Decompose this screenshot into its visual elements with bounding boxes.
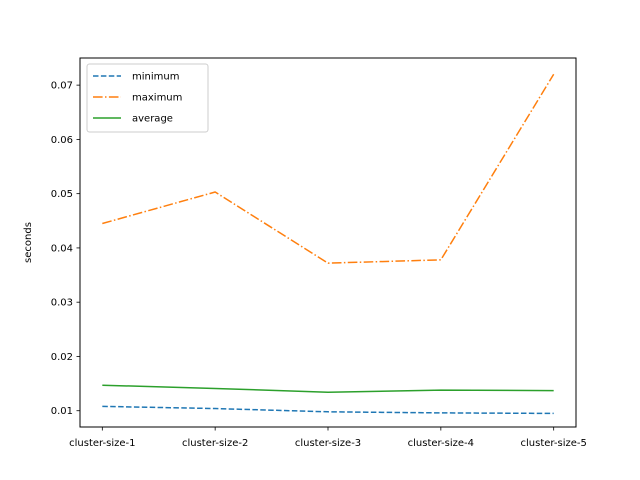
y-tick-label: 0.05: [51, 189, 73, 200]
y-axis-label: seconds: [23, 222, 34, 263]
legend: minimum maximum average: [86, 63, 209, 133]
series-line-maximum: [102, 73, 555, 264]
legend-box: [86, 63, 209, 133]
y-tick-label: 0.04: [51, 243, 73, 254]
x-tick-label: cluster-size-2: [182, 438, 248, 449]
legend-label-average: average: [132, 114, 173, 125]
legend-label-maximum: maximum: [132, 93, 182, 104]
y-tick-label: 0.02: [51, 352, 73, 363]
series-line-average: [102, 384, 554, 394]
legend-label-minimum: minimum: [132, 72, 179, 83]
y-tick-label: 0.07: [51, 81, 73, 92]
y-tick-label: 0.01: [51, 406, 73, 417]
y-tick-label: 0.03: [51, 298, 73, 309]
x-tick-label: cluster-size-5: [521, 438, 587, 449]
y-tick-label: 0.06: [51, 135, 73, 146]
x-tick-label: cluster-size-1: [69, 438, 135, 449]
x-tick-label: cluster-size-4: [408, 438, 474, 449]
x-tick-label: cluster-size-3: [295, 438, 361, 449]
series-line-minimum: [102, 405, 554, 415]
